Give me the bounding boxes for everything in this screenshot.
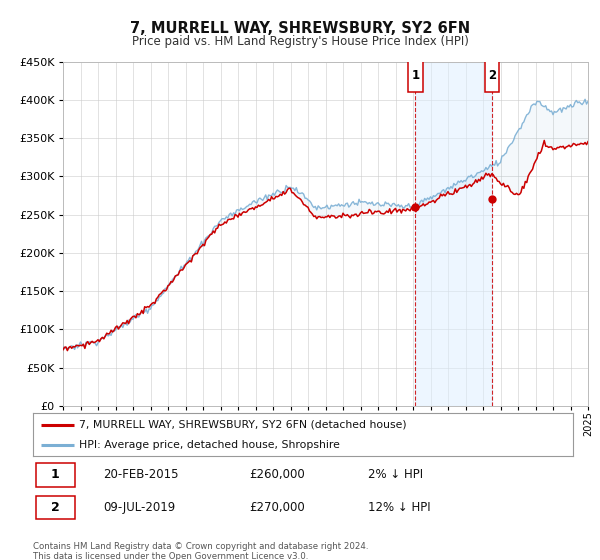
- FancyBboxPatch shape: [36, 496, 74, 519]
- Text: 09-JUL-2019: 09-JUL-2019: [103, 501, 175, 514]
- Text: 7, MURRELL WAY, SHREWSBURY, SY2 6FN: 7, MURRELL WAY, SHREWSBURY, SY2 6FN: [130, 21, 470, 36]
- Text: 2% ↓ HPI: 2% ↓ HPI: [368, 468, 423, 482]
- Text: £270,000: £270,000: [249, 501, 305, 514]
- Text: 7, MURRELL WAY, SHREWSBURY, SY2 6FN (detached house): 7, MURRELL WAY, SHREWSBURY, SY2 6FN (det…: [79, 419, 407, 430]
- Text: 2: 2: [51, 501, 59, 514]
- Text: 1: 1: [411, 69, 419, 82]
- Text: Contains HM Land Registry data © Crown copyright and database right 2024.
This d: Contains HM Land Registry data © Crown c…: [33, 542, 368, 560]
- Text: 1: 1: [51, 468, 59, 482]
- FancyBboxPatch shape: [36, 463, 74, 487]
- Bar: [415, 62, 492, 406]
- Text: £260,000: £260,000: [249, 468, 305, 482]
- FancyBboxPatch shape: [485, 59, 499, 92]
- Text: 20-FEB-2015: 20-FEB-2015: [103, 468, 179, 482]
- Text: Price paid vs. HM Land Registry's House Price Index (HPI): Price paid vs. HM Land Registry's House …: [131, 35, 469, 48]
- Text: 2: 2: [488, 69, 496, 82]
- Text: 12% ↓ HPI: 12% ↓ HPI: [368, 501, 430, 514]
- Text: HPI: Average price, detached house, Shropshire: HPI: Average price, detached house, Shro…: [79, 440, 340, 450]
- FancyBboxPatch shape: [408, 59, 422, 92]
